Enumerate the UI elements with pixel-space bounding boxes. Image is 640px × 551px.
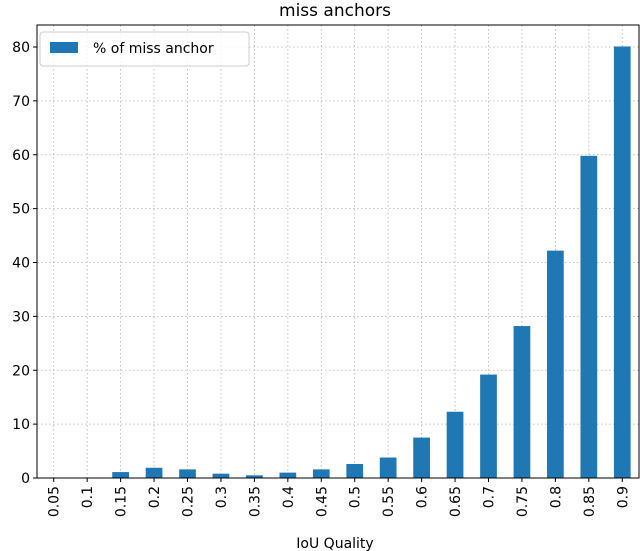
bar bbox=[179, 469, 196, 478]
bar bbox=[547, 250, 564, 478]
x-tick-label: 0.75 bbox=[515, 486, 531, 517]
y-tick-label: 0 bbox=[21, 471, 30, 487]
bar bbox=[513, 326, 531, 478]
y-tick-label: 60 bbox=[12, 148, 30, 164]
bar bbox=[112, 472, 129, 478]
bar bbox=[413, 437, 430, 478]
y-tick-label: 20 bbox=[12, 363, 30, 379]
x-tick-label: 0.1 bbox=[80, 486, 96, 508]
bar bbox=[613, 46, 631, 479]
legend-label: % of miss anchor bbox=[93, 41, 214, 57]
legend-box bbox=[39, 31, 250, 67]
x-tick-label: 0.45 bbox=[314, 486, 330, 517]
x-axis-label: IoU Quality bbox=[296, 536, 373, 551]
y-tick-label: 70 bbox=[12, 94, 30, 110]
legend-swatch bbox=[50, 42, 78, 53]
y-tick-label: 30 bbox=[12, 309, 30, 325]
bar bbox=[312, 469, 330, 478]
x-tick-label: 0.85 bbox=[582, 486, 598, 517]
bars bbox=[112, 46, 631, 479]
x-tick-label: 0.6 bbox=[415, 486, 431, 508]
x-tick-label: 0.25 bbox=[181, 486, 197, 517]
y-tick-label: 40 bbox=[12, 256, 30, 272]
bar bbox=[580, 155, 598, 478]
bar bbox=[480, 374, 497, 478]
x-axis-ticks: 0.05 0.1 0.15 0.2 0.25 0.3 0.35 0.4 0.45 0.5 0.55 0… bbox=[47, 478, 631, 517]
x-tick-label: 0.2 bbox=[147, 486, 163, 508]
chart-title: miss anchors bbox=[279, 1, 391, 21]
x-tick-label: 0.35 bbox=[247, 486, 263, 517]
y-tick-label: 80 bbox=[12, 40, 30, 56]
bar bbox=[246, 475, 263, 478]
bar bbox=[212, 473, 230, 478]
plot-frame bbox=[36, 24, 640, 479]
y-axis-ticks: 0 10 20 30 40 50 60 70 80 bbox=[12, 40, 37, 487]
y-tick-label: 50 bbox=[12, 202, 30, 218]
bar bbox=[446, 411, 464, 478]
legend: % of miss anchor bbox=[39, 31, 250, 67]
bar bbox=[346, 463, 364, 478]
x-tick-label: 0.3 bbox=[214, 486, 230, 508]
x-tick-label: 0.15 bbox=[114, 486, 130, 517]
x-tick-label: 0.05 bbox=[47, 486, 63, 517]
y-tick-label: 10 bbox=[12, 417, 30, 433]
x-tick-label: 0.5 bbox=[348, 486, 364, 508]
x-tick-label: 0.65 bbox=[448, 486, 464, 517]
axes bbox=[36, 24, 640, 479]
x-tick-label: 0.9 bbox=[615, 486, 631, 508]
x-tick-label: 0.55 bbox=[381, 486, 397, 517]
x-tick-label: 0.8 bbox=[548, 486, 564, 508]
bar bbox=[379, 457, 397, 478]
x-tick-label: 0.7 bbox=[482, 486, 498, 508]
bar bbox=[145, 467, 163, 478]
x-tick-label: 0.4 bbox=[281, 486, 297, 508]
bar bbox=[279, 472, 297, 478]
